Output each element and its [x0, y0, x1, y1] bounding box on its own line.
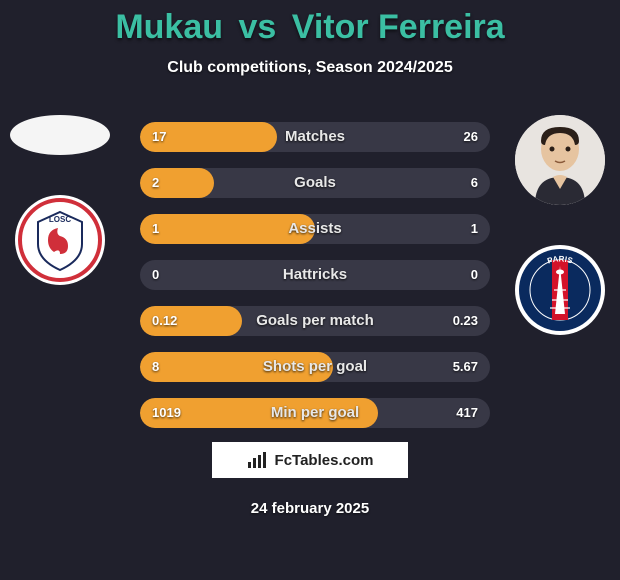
player2-avatar	[515, 115, 605, 205]
stat-label: Hattricks	[140, 260, 490, 290]
stat-label: Min per goal	[140, 398, 490, 428]
player2-club-badge: PARIS	[515, 245, 605, 335]
stat-bar: 85.67Shots per goal	[140, 352, 490, 382]
footer-logo: FcTables.com	[212, 442, 408, 478]
psg-badge-icon: PARIS	[518, 248, 602, 332]
date: 24 february 2025	[0, 500, 620, 517]
left-column: LOSC	[10, 115, 110, 285]
svg-text:LOSC: LOSC	[49, 215, 71, 224]
right-column: PARIS	[510, 115, 610, 335]
title-player2: Vitor Ferreira	[292, 8, 505, 46]
stat-bar: 26Goals	[140, 168, 490, 198]
chart-icon	[247, 451, 269, 469]
title-vs: vs	[232, 8, 282, 46]
player2-avatar-icon	[515, 115, 605, 205]
title-player1: Mukau	[115, 8, 223, 46]
stat-bar: 1019417Min per goal	[140, 398, 490, 428]
footer-label: FcTables.com	[275, 452, 374, 469]
stat-label: Goals	[140, 168, 490, 198]
player1-club-badge: LOSC	[15, 195, 105, 285]
subtitle: Club competitions, Season 2024/2025	[0, 59, 620, 77]
stat-bar: 0.120.23Goals per match	[140, 306, 490, 336]
player1-avatar-placeholder	[10, 115, 110, 155]
stat-bar: 1726Matches	[140, 122, 490, 152]
stat-label: Assists	[140, 214, 490, 244]
stat-label: Matches	[140, 122, 490, 152]
stat-label: Shots per goal	[140, 352, 490, 382]
stats-bars: 1726Matches 26Goals 11Assists 00Hattricks 0.…	[140, 122, 490, 428]
stat-bar: 11Assists	[140, 214, 490, 244]
stat-label: Goals per match	[140, 306, 490, 336]
page-title: Mukau vs Vitor Ferreira	[0, 0, 620, 47]
losc-badge-icon: LOSC	[18, 198, 102, 282]
stat-bar: 00Hattricks	[140, 260, 490, 290]
